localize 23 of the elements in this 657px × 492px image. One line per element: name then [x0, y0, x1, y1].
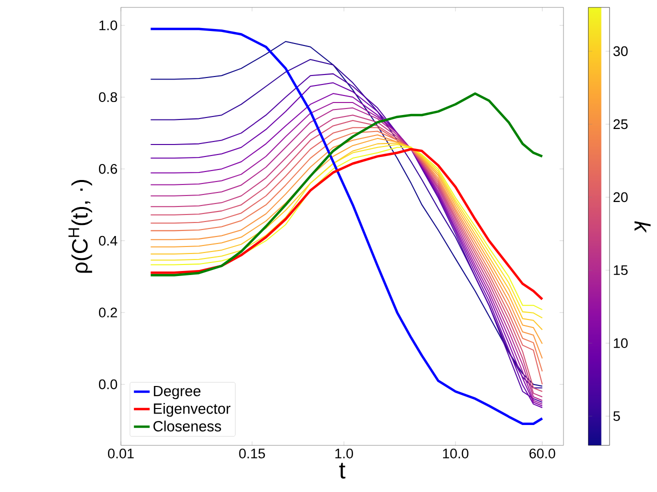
- x-tick-label: 60.0: [530, 448, 556, 459]
- x-tick-label: 0.15: [239, 448, 265, 459]
- x-axis-title: t: [339, 463, 346, 479]
- y-tick-label: 0.6: [98, 164, 118, 174]
- legend-label: Degree: [154, 386, 200, 400]
- y-tick-label: 0.8: [98, 92, 118, 102]
- y-tick-label: 0.2: [98, 308, 117, 318]
- x-tick-label: 1.0: [335, 448, 354, 459]
- color-bar-title: k: [634, 221, 651, 233]
- legend-label: Closeness: [153, 420, 222, 432]
- x-tick-label: 0.01: [108, 448, 134, 459]
- color-bar-label: 10: [614, 338, 628, 348]
- y-tick-label: 0.0: [98, 380, 118, 390]
- color-bar-label: 25: [614, 119, 628, 130]
- color-bar-label: 20: [614, 192, 628, 202]
- y-axis-title: ρ(C$^{H}$(t), ·): [68, 180, 92, 273]
- legend-label: Eigenvector: [154, 403, 230, 417]
- color-bar-label: 5: [613, 411, 620, 422]
- y-tick-label: 0.4: [98, 236, 118, 246]
- y-tick-label: 1.0: [99, 20, 118, 30]
- color-bar-label: 15: [614, 266, 628, 276]
- x-tick-label: 10.0: [443, 448, 468, 459]
- color-bar-label: 30: [613, 46, 628, 56]
